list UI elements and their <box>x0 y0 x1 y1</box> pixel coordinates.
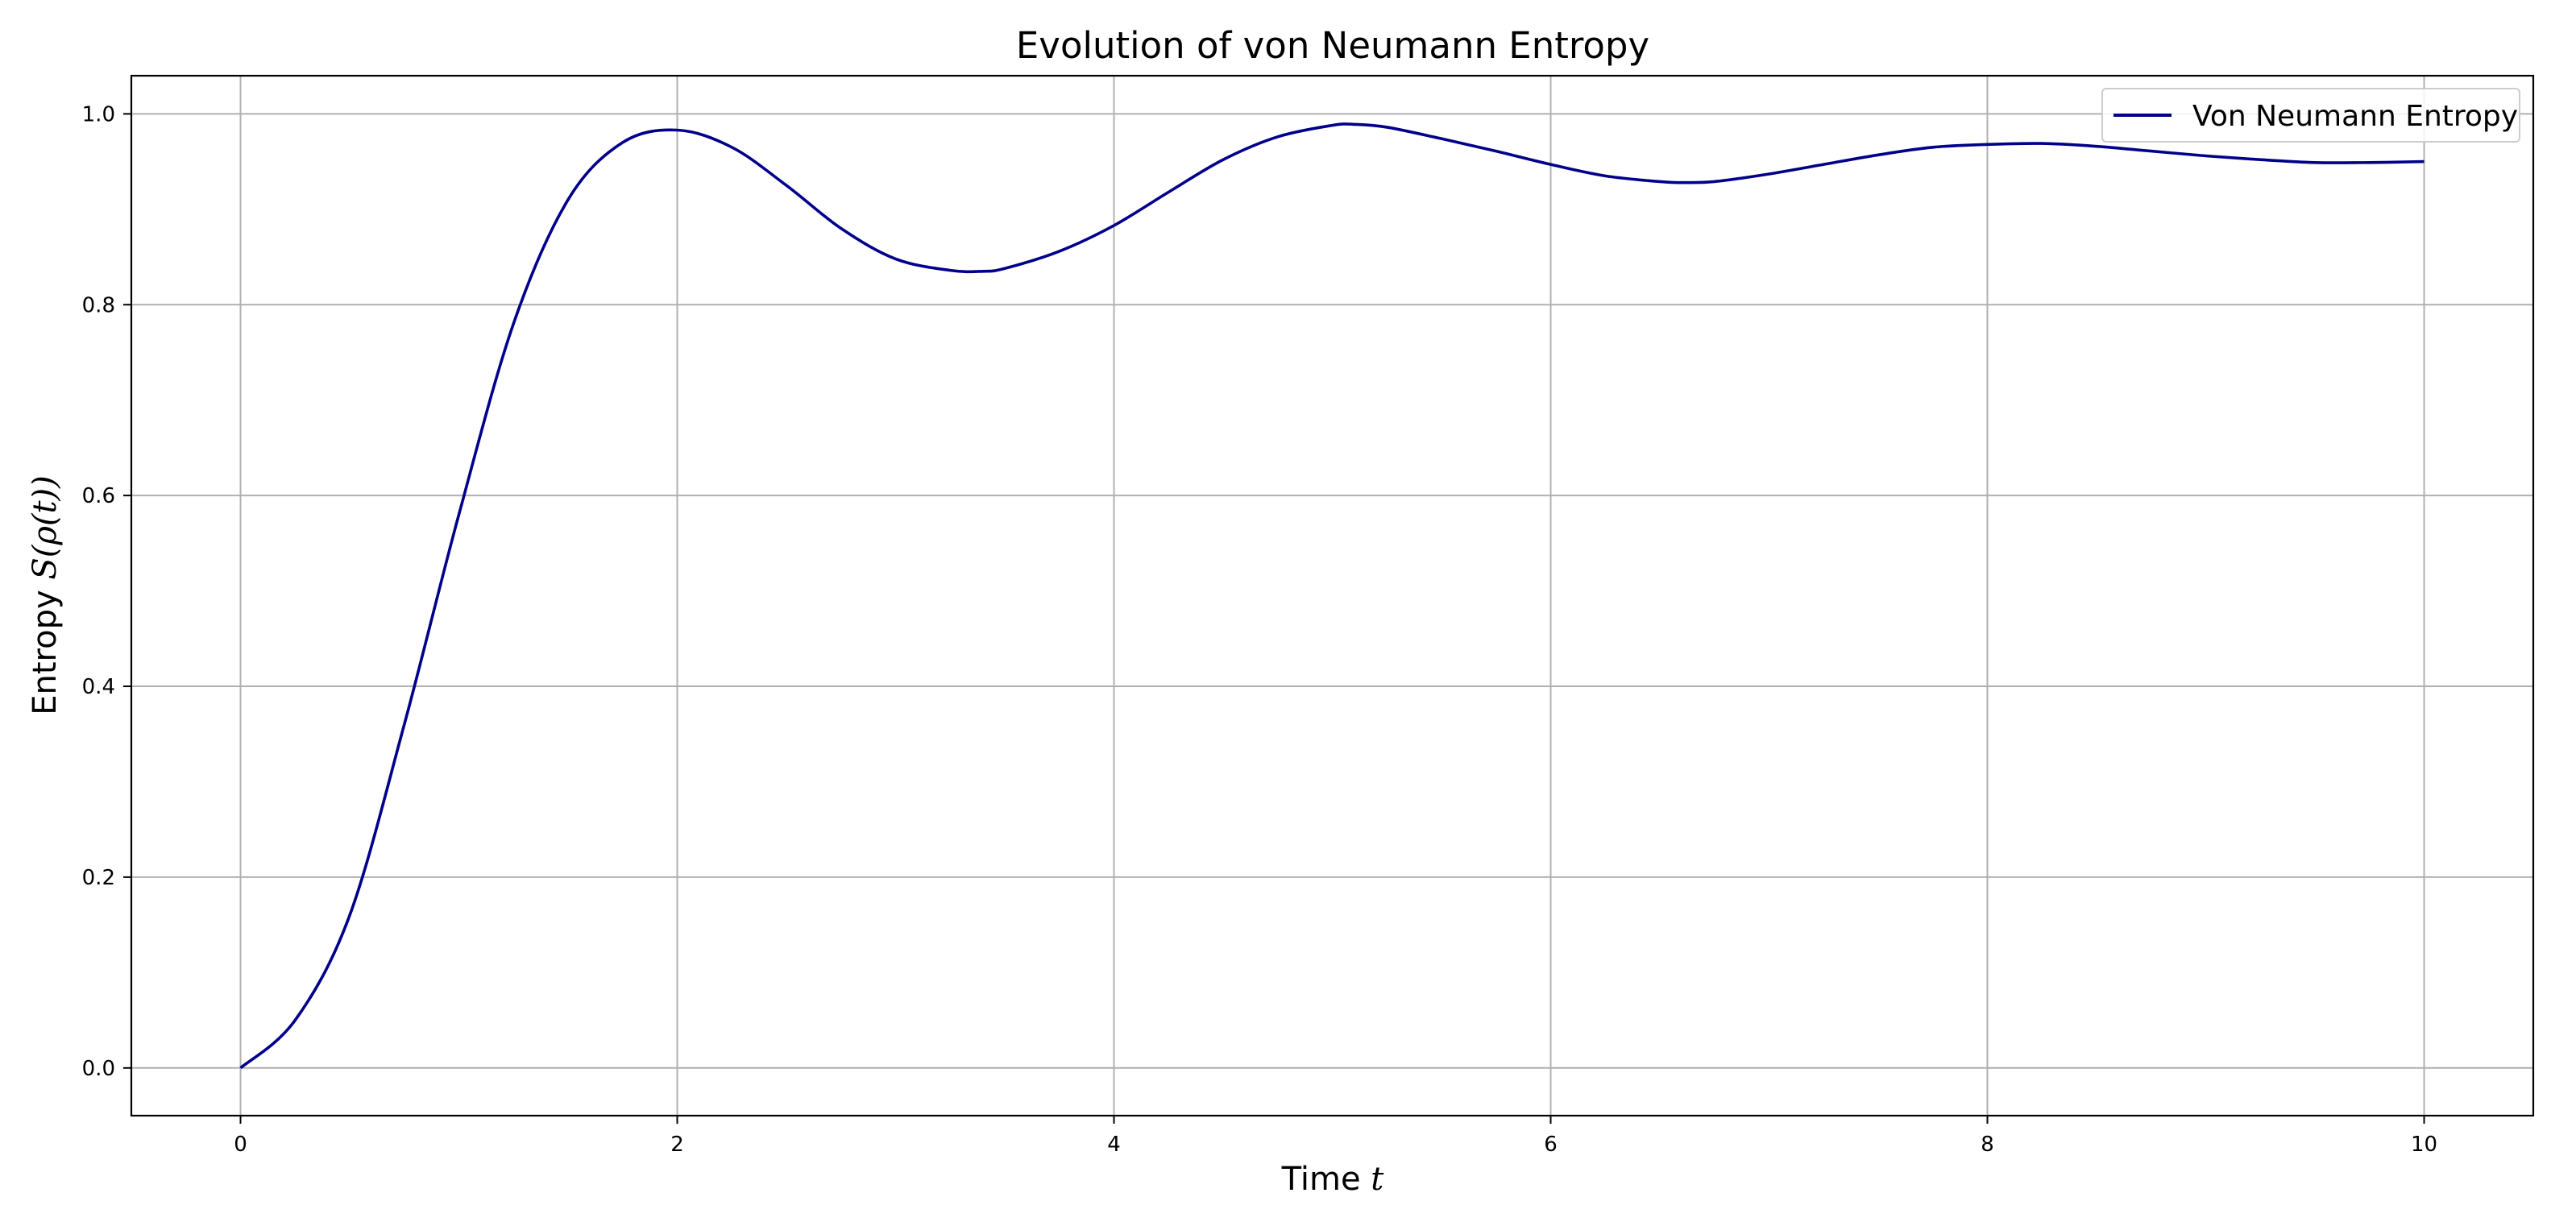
legend-box <box>2101 88 2520 143</box>
x-tick-label: 8 <box>1981 1133 1994 1157</box>
y-tick-label: 1.0 <box>82 102 115 126</box>
y-tick-label: 0.0 <box>82 1057 115 1081</box>
chart-title: Evolution of von Neumann Entropy <box>1016 24 1649 67</box>
x-axis-label: Time t <box>1281 1161 1385 1198</box>
series-line-von-neumann-entropy <box>239 122 2425 1070</box>
legend: Von Neumann Entropy <box>2101 88 2520 143</box>
axis-ticks: 0 2 4 6 8 10 0.0 0.2 0.4 0.6 0.8 1.0 <box>82 102 2437 1157</box>
x-tick-label: 10 <box>2411 1133 2437 1157</box>
x-tick-label: 0 <box>234 1133 247 1157</box>
y-tick-label: 0.6 <box>82 484 115 508</box>
y-axis-label: Entropy S(ρ(t)) <box>27 475 64 715</box>
y-tick-label: 0.4 <box>82 675 115 699</box>
legend-label: Von Neumann Entropy <box>2192 100 2518 133</box>
x-axis-label-math: t <box>1371 1161 1384 1198</box>
series-layer <box>239 122 2425 1070</box>
y-axis-label-math: S(ρ(t)) <box>27 475 64 579</box>
y-tick-label: 0.2 <box>82 866 115 890</box>
x-tick-label: 6 <box>1544 1133 1558 1157</box>
x-tick-label: 4 <box>1107 1133 1121 1157</box>
plot-frame <box>130 74 2535 1117</box>
y-tick-label: 0.8 <box>82 293 115 317</box>
grid-lines <box>131 76 2533 1116</box>
x-tick-label: 2 <box>670 1133 684 1157</box>
